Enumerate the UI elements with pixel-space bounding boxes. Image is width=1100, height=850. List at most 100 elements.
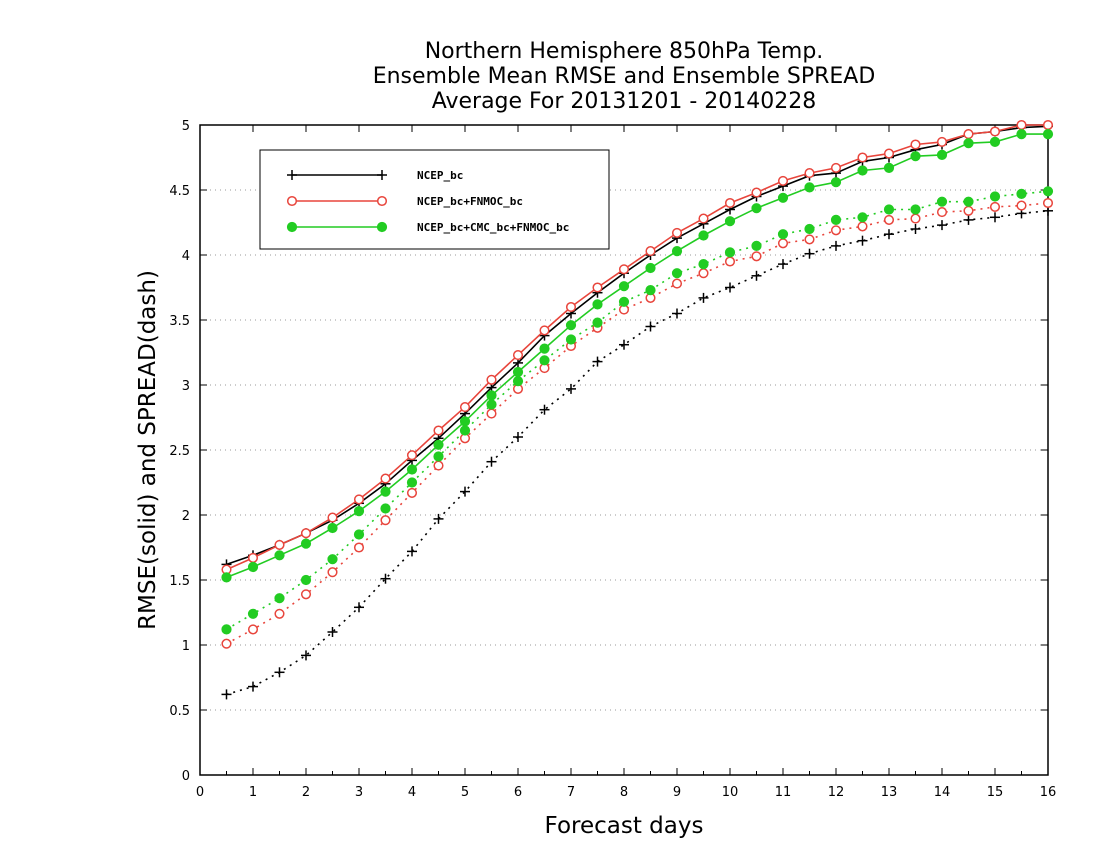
- spread-point: [221, 638, 232, 649]
- spread-point: [248, 681, 258, 692]
- title-line-2: Ensemble Mean RMSE and Ensemble SPREAD: [373, 64, 876, 89]
- rmse-point: [486, 390, 497, 401]
- rmse-point: [618, 281, 630, 292]
- spread-point: [963, 196, 974, 207]
- spread-point: [857, 212, 868, 223]
- rmse-point: [1042, 129, 1054, 140]
- title-line-1: Northern Hemisphere 850hPa Temp.: [425, 39, 824, 64]
- spread-point: [725, 282, 735, 293]
- y-tick-label: 2: [182, 509, 190, 524]
- rmse-point: [459, 402, 471, 413]
- x-tick-label: 1: [249, 785, 257, 800]
- spread-point: [353, 542, 365, 553]
- spread-point: [380, 503, 391, 514]
- spread-point: [910, 224, 921, 234]
- rmse-point: [618, 264, 630, 275]
- spread-point: [884, 229, 894, 240]
- rmse-point: [751, 187, 762, 198]
- rmse-point: [857, 152, 868, 163]
- spread-point: [804, 234, 815, 245]
- rmse-point: [1016, 129, 1027, 140]
- rmse-point: [512, 366, 524, 378]
- spread-point: [804, 248, 815, 259]
- rmse-point: [592, 299, 603, 310]
- rmse-point: [989, 136, 1001, 147]
- spread-point: [804, 223, 815, 235]
- spread-point: [459, 425, 471, 436]
- spread-point: [301, 650, 311, 661]
- rmse-point: [724, 216, 736, 227]
- spread-point: [698, 259, 709, 270]
- spread-point: [883, 214, 895, 225]
- x-axis: 0 1 2 3 4 5 6 7 8 9 10 11 12 13 14 15 16: [196, 125, 1056, 800]
- legend-marker: [287, 170, 297, 180]
- spread-point: [512, 376, 524, 387]
- rmse-point: [883, 162, 895, 173]
- legend-marker: [376, 221, 388, 233]
- spread-point: [751, 270, 762, 281]
- x-tick-label: 6: [514, 785, 522, 800]
- x-tick-label: 5: [461, 785, 469, 800]
- rmse-point: [353, 494, 365, 505]
- x-tick-label: 14: [934, 785, 951, 800]
- spread-point: [539, 404, 550, 415]
- rmse-point: [724, 197, 736, 209]
- spread-point: [1016, 200, 1027, 211]
- y-axis: 0 0.5 1 1.5 2 2.5 3 3.5 4 4.5 5: [169, 119, 1048, 784]
- rmse-point: [433, 425, 444, 436]
- spread-point: [433, 451, 444, 462]
- rmse-point: [936, 136, 948, 147]
- rmse-point: [671, 246, 683, 257]
- rmse-point: [539, 325, 550, 336]
- rmse-point: [300, 528, 312, 539]
- spread-point: [513, 432, 523, 442]
- spread-point: [910, 213, 921, 224]
- spread-point: [486, 399, 497, 410]
- spread-point: [380, 515, 391, 526]
- spread-point: [433, 460, 444, 471]
- y-tick-label: 4.5: [169, 184, 190, 199]
- spread-point: [300, 589, 312, 600]
- spread-point: [883, 204, 895, 215]
- x-tick-label: 15: [987, 785, 1004, 800]
- x-tick-label: 2: [302, 785, 310, 800]
- y-tick-label: 2.5: [169, 444, 190, 459]
- x-tick-label: 12: [828, 785, 845, 800]
- spread-point: [831, 240, 841, 251]
- spread-point: [619, 339, 629, 350]
- rmse-point: [830, 162, 842, 173]
- rmse-point: [963, 129, 974, 140]
- rmse-point: [486, 374, 497, 385]
- spread-point: [936, 196, 948, 207]
- rmse-point: [936, 149, 948, 160]
- legend-label: NCEP_bc+FNMOC_bc: [417, 195, 523, 208]
- x-tick-label: 7: [567, 785, 575, 800]
- rmse-point: [433, 439, 444, 450]
- legend-label: NCEP_bc+CMC_bc+FNMOC_bc: [417, 221, 569, 234]
- rmse-point: [406, 450, 418, 461]
- rmse-point: [274, 550, 285, 561]
- spread-point: [989, 201, 1001, 212]
- y-tick-label: 0.5: [169, 704, 190, 719]
- legend-box: [259, 149, 610, 250]
- rmse-point: [883, 148, 895, 159]
- series-3: [221, 129, 1054, 635]
- spread-point: [247, 608, 259, 619]
- rmse-point: [247, 552, 259, 563]
- y-tick-label: 1.5: [169, 574, 190, 589]
- rmse-point: [1042, 119, 1054, 131]
- rmse-point: [963, 138, 974, 149]
- rmse-point: [565, 301, 577, 313]
- rmse-point: [274, 539, 285, 550]
- rmse-point: [777, 175, 789, 186]
- rmse-point: [327, 512, 338, 523]
- spread-point: [910, 204, 921, 215]
- spread-line: [226, 202, 1049, 645]
- y-tick-label: 5: [182, 119, 190, 134]
- spread-point: [990, 212, 1000, 223]
- spread-point: [777, 238, 789, 249]
- spread-point: [327, 627, 338, 637]
- y-tick-label: 3.5: [169, 314, 190, 329]
- spread-point: [274, 608, 285, 619]
